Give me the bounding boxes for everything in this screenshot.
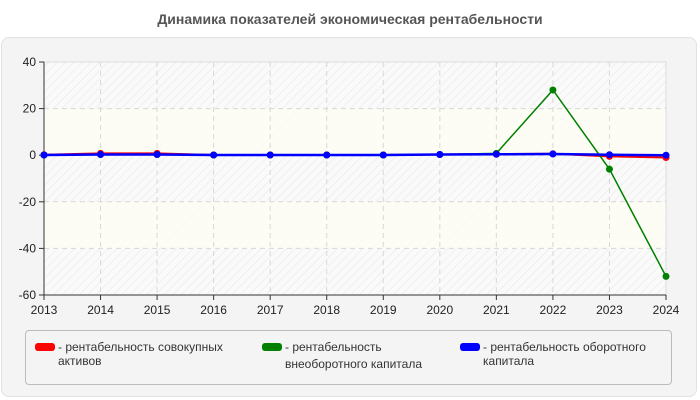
svg-text:2023: 2023: [596, 303, 623, 317]
legend-swatch-blue: [460, 343, 480, 351]
svg-text:2024: 2024: [653, 303, 680, 317]
svg-text:-20: -20: [19, 195, 37, 209]
svg-text:2022: 2022: [540, 303, 567, 317]
svg-text:2016: 2016: [200, 303, 227, 317]
legend-label: - рентабельность совокупных активов: [58, 340, 223, 368]
svg-text:2019: 2019: [370, 303, 397, 317]
legend-item-noncurrent-capital[interactable]: - рентабельность внеоборотного капитала: [262, 340, 422, 373]
svg-text:40: 40: [23, 55, 37, 69]
legend-label: - рентабельность оборотного капитала: [483, 340, 646, 368]
legend-swatch-green: [262, 343, 282, 351]
legend-item-working-capital[interactable]: - рентабельность оборотного капитала: [460, 340, 646, 368]
svg-text:2014: 2014: [87, 303, 114, 317]
plot-area: [44, 61, 667, 295]
legend-item-total-assets[interactable]: - рентабельность совокупных активов: [35, 340, 223, 368]
legend-swatch-red: [35, 343, 55, 351]
legend: - рентабельность совокупных активов - ре…: [25, 330, 672, 385]
svg-text:0: 0: [29, 148, 36, 162]
svg-text:2015: 2015: [144, 303, 171, 317]
svg-text:2018: 2018: [313, 303, 340, 317]
svg-text:-40: -40: [19, 241, 37, 255]
chart-title: Динамика показателей экономическая рента…: [157, 11, 543, 27]
svg-text:-60: -60: [19, 288, 37, 302]
legend-label: - рентабельность внеоборотного капитала: [285, 340, 422, 371]
svg-text:2017: 2017: [257, 303, 284, 317]
svg-text:20: 20: [23, 102, 37, 116]
svg-text:2013: 2013: [31, 303, 58, 317]
svg-text:2020: 2020: [426, 303, 453, 317]
svg-text:2021: 2021: [483, 303, 510, 317]
data-series: [40, 86, 670, 280]
